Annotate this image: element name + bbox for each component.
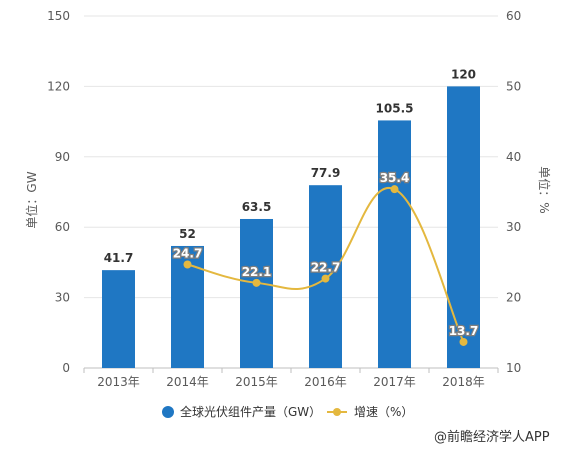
growth-line [183, 185, 468, 346]
x-tick-label: 2018年 [442, 375, 485, 389]
right-axis-title: 单位：% [537, 166, 552, 213]
bar [447, 86, 480, 369]
right-tick-label: 10 [506, 361, 521, 375]
bar-value-label: 41.7 [104, 251, 134, 265]
data-labels: 41.7 52 63.5 77.9 105.5 120 24.7 22.1 22.7 35.4 13… [104, 67, 480, 339]
gridlines [83, 15, 499, 373]
x-axis-ticks: 2013年 2014年 2015年 2016年 2017年 2018年 [97, 375, 485, 389]
right-tick-label: 20 [506, 291, 521, 305]
bars [102, 86, 480, 369]
bar-value-label: 52 [179, 227, 196, 241]
x-tick-label: 2016年 [304, 375, 347, 389]
bar [240, 218, 273, 368]
legend-bar-label: 全球光伏组件产量（GW） [180, 404, 321, 419]
legend-line-marker [333, 408, 341, 416]
bar [378, 120, 411, 368]
bar-value-label: 63.5 [242, 200, 272, 214]
left-tick-label: 150 [47, 9, 70, 23]
legend-line-label: 增速（%） [354, 405, 413, 419]
line-value-label: 22.1 [242, 265, 272, 279]
bar-value-label: 105.5 [376, 101, 414, 115]
bar [102, 270, 135, 368]
left-tick-label: 0 [62, 361, 70, 375]
legend-bar-swatch [162, 406, 174, 418]
right-tick-label: 60 [506, 9, 521, 23]
line-value-label: 24.7 [173, 247, 203, 261]
left-tick-label: 60 [55, 220, 70, 234]
left-tick-label: 90 [55, 150, 70, 164]
right-axis-ticks: 10 20 30 40 50 60 [506, 9, 521, 375]
bar-value-label: 77.9 [311, 166, 341, 180]
source-credit: @前瞻经济学人APP [434, 429, 550, 445]
x-tick-label: 2015年 [235, 375, 278, 389]
x-tick-label: 2014年 [166, 375, 209, 389]
right-tick-label: 40 [506, 150, 521, 164]
growth-line-path [187, 186, 465, 343]
x-tick-label: 2017年 [373, 375, 416, 389]
line-value-label: 22.7 [311, 261, 341, 275]
line-point [321, 274, 330, 283]
line-point [252, 278, 261, 287]
x-tick-label: 2013年 [97, 375, 140, 389]
left-axis-title: 单位：GW [24, 171, 39, 228]
line-value-label: 35.4 [380, 171, 410, 185]
left-axis-ticks: 0 30 60 90 120 150 [47, 9, 70, 375]
line-point [390, 185, 399, 194]
legend: 全球光伏组件产量（GW） 增速（%） [162, 404, 413, 419]
line-point [183, 260, 192, 269]
right-tick-label: 30 [506, 220, 521, 234]
left-tick-label: 120 [47, 79, 70, 93]
left-tick-label: 30 [55, 291, 70, 305]
right-tick-label: 50 [506, 79, 521, 93]
line-value-label: 13.7 [449, 324, 479, 338]
bar-value-label: 120 [451, 67, 476, 81]
line-point [459, 337, 468, 346]
